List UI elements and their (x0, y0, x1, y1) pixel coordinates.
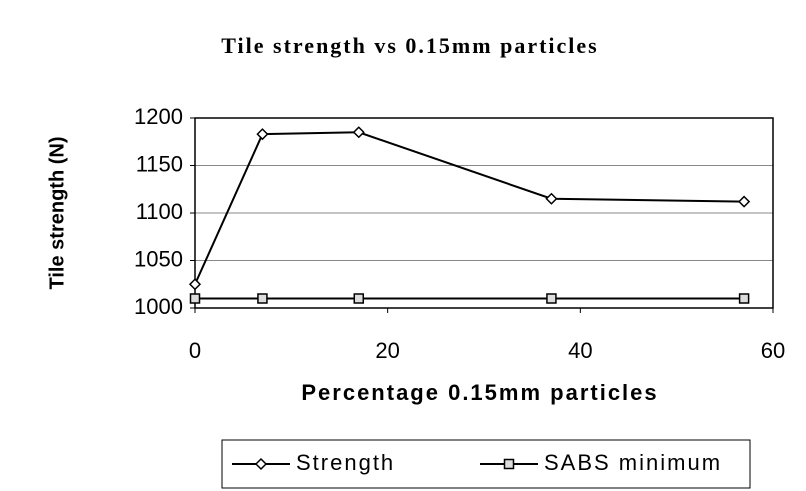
x-tick-label: 0 (189, 338, 201, 363)
chart-title: Tile strength vs 0.15mm particles (221, 33, 598, 58)
point (546, 293, 557, 304)
x-axis-label: Percentage 0.15mm particles (301, 380, 658, 405)
point (189, 293, 201, 304)
y-tick-label: 1000 (134, 294, 183, 319)
plot-area (194, 117, 774, 309)
x-tick-label: 40 (568, 338, 592, 363)
y-tick-label: 1050 (134, 246, 183, 271)
point (257, 293, 268, 304)
point (256, 128, 269, 141)
legend-label: SABS minimum (544, 450, 722, 475)
point (738, 195, 751, 208)
legend-marker (254, 457, 268, 471)
point (545, 192, 558, 205)
y-tick-label: 1150 (136, 151, 183, 176)
point (188, 278, 202, 291)
y-tick-label: 1200 (134, 104, 183, 129)
point (353, 293, 365, 304)
y-tick-label: 1100 (136, 199, 183, 224)
point (352, 126, 365, 139)
legend-box (221, 439, 751, 489)
x-tick-label: 60 (761, 338, 785, 363)
point (738, 293, 750, 304)
legend-label: Strength (296, 450, 395, 475)
legend-marker (503, 458, 515, 470)
y-axis-label: Tile strength (N) (46, 137, 68, 290)
x-tick-label: 20 (375, 338, 399, 363)
